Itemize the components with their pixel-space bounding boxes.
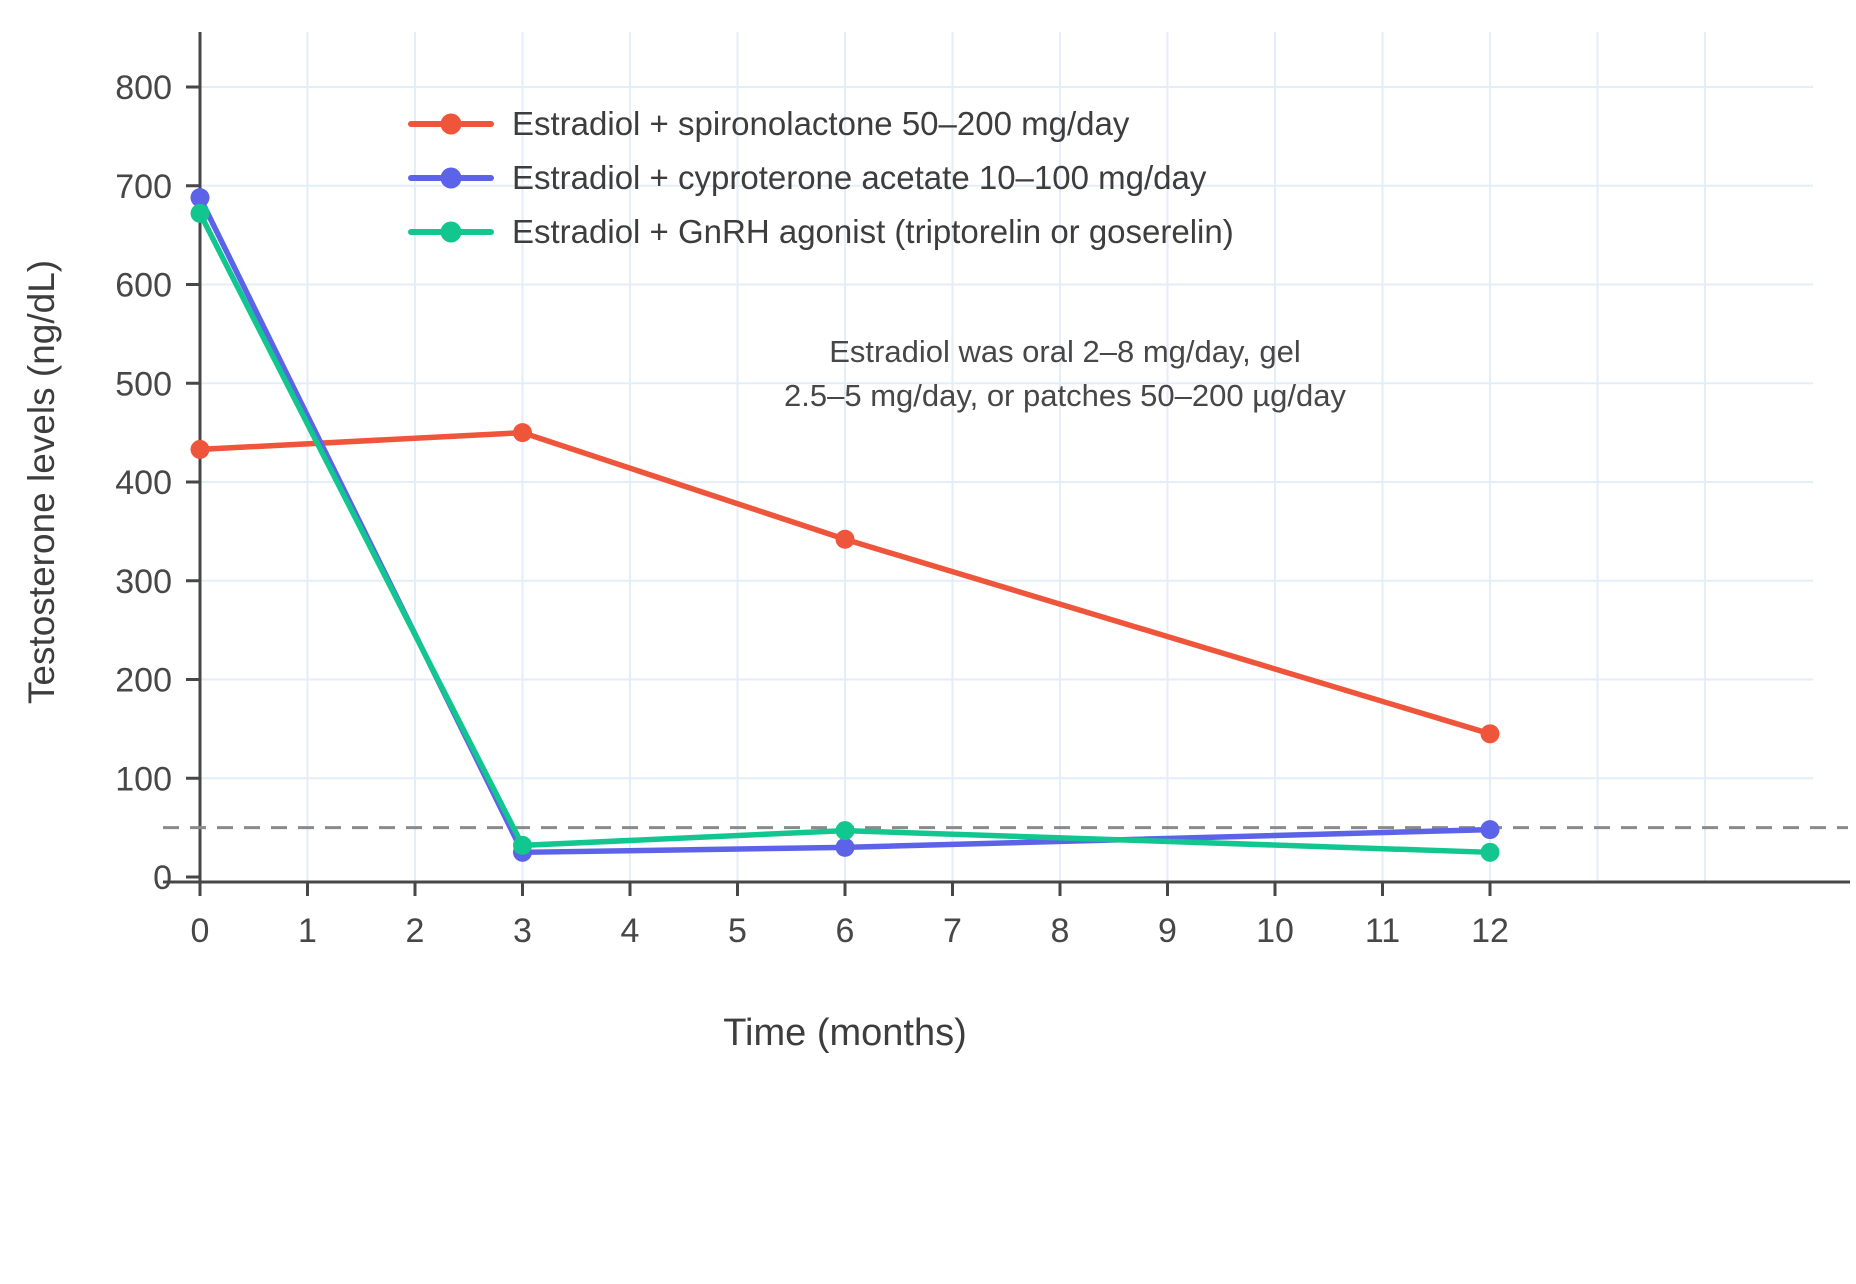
legend-label-gnrh: Estradiol + GnRH agonist (triptorelin or…	[512, 213, 1234, 250]
svg-text:3: 3	[513, 912, 532, 950]
legend-marker-gnrh-icon	[408, 221, 494, 243]
svg-text:700: 700	[115, 168, 172, 206]
annotation-line-2: 2.5–5 mg/day, or patches 50–200 µg/day	[784, 378, 1346, 413]
legend-item-spironolactone: Estradiol + spironolactone 50–200 mg/day	[408, 104, 1234, 144]
svg-text:7: 7	[943, 912, 962, 950]
legend-item-gnrh: Estradiol + GnRH agonist (triptorelin or…	[408, 212, 1234, 252]
svg-text:200: 200	[115, 662, 172, 700]
estradiol-dose-annotation: Estradiol was oral 2–8 mg/day, gel 2.5–5…	[765, 330, 1365, 418]
svg-text:600: 600	[115, 267, 172, 305]
svg-text:300: 300	[115, 563, 172, 601]
svg-text:800: 800	[115, 69, 172, 107]
legend-label-cyproterone: Estradiol + cyproterone acetate 10–100 m…	[512, 159, 1207, 196]
svg-text:6: 6	[836, 912, 855, 950]
svg-text:4: 4	[621, 912, 640, 950]
legend: Estradiol + spironolactone 50–200 mg/day…	[408, 104, 1234, 252]
legend-marker-cyproterone-icon	[408, 167, 494, 189]
svg-text:0: 0	[153, 859, 172, 897]
svg-text:0: 0	[191, 912, 210, 950]
svg-text:500: 500	[115, 365, 172, 403]
svg-text:10: 10	[1256, 912, 1294, 950]
svg-text:400: 400	[115, 464, 172, 502]
legend-item-cyproterone: Estradiol + cyproterone acetate 10–100 m…	[408, 158, 1234, 198]
svg-text:100: 100	[115, 760, 172, 798]
x-axis-title: Time (months)	[723, 1012, 967, 1054]
annotation-line-1: Estradiol was oral 2–8 mg/day, gel	[829, 334, 1301, 369]
svg-text:9: 9	[1158, 912, 1177, 950]
y-axis-title: Testosterone levels (ng/dL)	[21, 259, 62, 705]
legend-marker-spironolactone-icon	[408, 113, 494, 135]
svg-text:5: 5	[728, 912, 747, 950]
svg-text:11: 11	[1365, 912, 1400, 950]
legend-label-spironolactone: Estradiol + spironolactone 50–200 mg/day	[512, 105, 1130, 142]
svg-text:2: 2	[406, 912, 425, 950]
svg-text:1: 1	[298, 912, 317, 950]
svg-text:8: 8	[1051, 912, 1070, 950]
svg-text:12: 12	[1471, 912, 1509, 950]
